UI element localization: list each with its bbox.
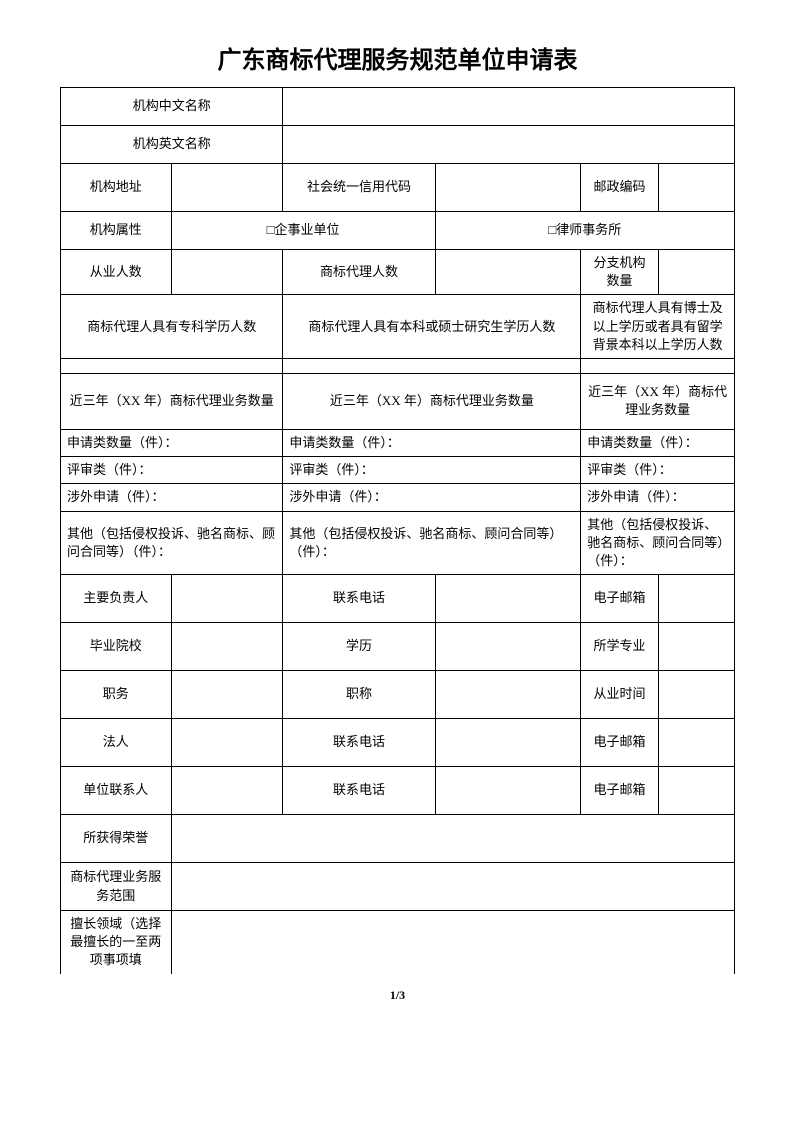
- input-cn-name[interactable]: [283, 88, 735, 126]
- input-principal[interactable]: [171, 575, 283, 623]
- page-number: 1/3: [60, 988, 735, 1003]
- y3-apply[interactable]: 申请类数量（件）：: [581, 429, 735, 456]
- input-scope[interactable]: [171, 863, 734, 911]
- input-degree[interactable]: [435, 623, 581, 671]
- input-address[interactable]: [171, 164, 283, 212]
- label-degree: 学历: [283, 623, 435, 671]
- label-cn-name: 机构中文名称: [61, 88, 283, 126]
- input-honors[interactable]: [171, 815, 734, 863]
- label-credit-code: 社会统一信用代码: [283, 164, 435, 212]
- checkbox-lawfirm[interactable]: □律师事务所: [435, 212, 734, 250]
- input-credit-code[interactable]: [435, 164, 581, 212]
- y3-other[interactable]: 其他（包括侵权投诉、驰名商标、顾问合同等）（件）：: [581, 511, 735, 575]
- label-principal: 主要负责人: [61, 575, 172, 623]
- input-position[interactable]: [171, 671, 283, 719]
- label-y1-biz: 近三年（XX 年）商标代理业务数量: [61, 373, 283, 429]
- input-edu-zhuanke[interactable]: [61, 358, 283, 373]
- label-edu-boshi: 商标代理人具有博士及以上学历或者具有留学背景本科以上学历人数: [581, 295, 735, 359]
- label-major: 所学专业: [581, 623, 659, 671]
- label-position: 职务: [61, 671, 172, 719]
- input-legal-email[interactable]: [658, 719, 734, 767]
- input-en-name[interactable]: [283, 126, 735, 164]
- input-expertise[interactable]: [171, 911, 734, 974]
- label-org-type: 机构属性: [61, 212, 172, 250]
- label-edu-benke: 商标代理人具有本科或硕士研究生学历人数: [283, 295, 581, 359]
- y2-other[interactable]: 其他（包括侵权投诉、驰名商标、顾问合同等）（件）：: [283, 511, 581, 575]
- y2-apply[interactable]: 申请类数量（件）：: [283, 429, 581, 456]
- label-branches: 分支机构数量: [581, 250, 659, 295]
- input-school[interactable]: [171, 623, 283, 671]
- label-legal-rep: 法人: [61, 719, 172, 767]
- input-principal-email[interactable]: [658, 575, 734, 623]
- input-agents[interactable]: [435, 250, 581, 295]
- label-postal: 邮政编码: [581, 164, 659, 212]
- input-branches[interactable]: [658, 250, 734, 295]
- y3-foreign[interactable]: 涉外申请（件）：: [581, 484, 735, 511]
- label-school: 毕业院校: [61, 623, 172, 671]
- label-y2-biz: 近三年（XX 年）商标代理业务数量: [283, 373, 581, 429]
- label-work-years: 从业时间: [581, 671, 659, 719]
- y1-apply[interactable]: 申请类数量（件）：: [61, 429, 283, 456]
- y3-review[interactable]: 评审类（件）：: [581, 457, 735, 484]
- label-scope: 商标代理业务服务范围: [61, 863, 172, 911]
- application-form: 机构中文名称 机构英文名称 机构地址 社会统一信用代码 邮政编码 机构属性 □企…: [60, 87, 735, 974]
- label-en-name: 机构英文名称: [61, 126, 283, 164]
- input-principal-phone[interactable]: [435, 575, 581, 623]
- input-contact[interactable]: [171, 767, 283, 815]
- label-address: 机构地址: [61, 164, 172, 212]
- label-legal-phone: 联系电话: [283, 719, 435, 767]
- input-postal[interactable]: [658, 164, 734, 212]
- label-legal-email: 电子邮箱: [581, 719, 659, 767]
- label-employees: 从业人数: [61, 250, 172, 295]
- label-contact-email: 电子邮箱: [581, 767, 659, 815]
- y2-review[interactable]: 评审类（件）：: [283, 457, 581, 484]
- input-contact-phone[interactable]: [435, 767, 581, 815]
- input-title-job[interactable]: [435, 671, 581, 719]
- input-edu-boshi[interactable]: [581, 358, 735, 373]
- input-legal-rep[interactable]: [171, 719, 283, 767]
- checkbox-enterprise[interactable]: □企事业单位: [171, 212, 435, 250]
- page-title: 广东商标代理服务规范单位申请表: [60, 40, 735, 75]
- label-principal-phone: 联系电话: [283, 575, 435, 623]
- y1-other[interactable]: 其他（包括侵权投诉、驰名商标、顾问合同等）（件）：: [61, 511, 283, 575]
- input-legal-phone[interactable]: [435, 719, 581, 767]
- label-edu-zhuanke: 商标代理人具有专科学历人数: [61, 295, 283, 359]
- label-contact: 单位联系人: [61, 767, 172, 815]
- input-work-years[interactable]: [658, 671, 734, 719]
- label-principal-email: 电子邮箱: [581, 575, 659, 623]
- y1-review[interactable]: 评审类（件）：: [61, 457, 283, 484]
- y1-foreign[interactable]: 涉外申请（件）：: [61, 484, 283, 511]
- input-employees[interactable]: [171, 250, 283, 295]
- label-agents: 商标代理人数: [283, 250, 435, 295]
- label-title-job: 职称: [283, 671, 435, 719]
- input-contact-email[interactable]: [658, 767, 734, 815]
- label-y3-biz: 近三年（XX 年）商标代理业务数量: [581, 373, 735, 429]
- label-honors: 所获得荣誉: [61, 815, 172, 863]
- label-expertise: 擅长领域（选择最擅长的一至两项事项填: [61, 911, 172, 974]
- input-edu-benke[interactable]: [283, 358, 581, 373]
- input-major[interactable]: [658, 623, 734, 671]
- label-contact-phone: 联系电话: [283, 767, 435, 815]
- y2-foreign[interactable]: 涉外申请（件）：: [283, 484, 581, 511]
